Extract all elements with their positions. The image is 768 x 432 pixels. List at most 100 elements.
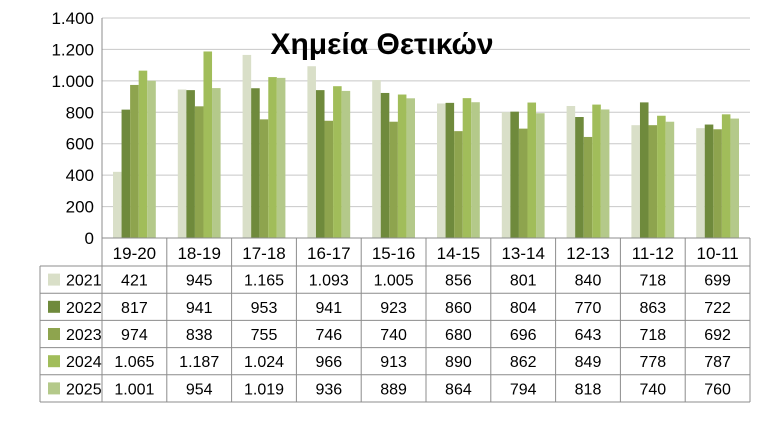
bar-2021-15-16 <box>372 80 381 238</box>
bar-2023-13-14 <box>518 128 528 238</box>
bar-2022-17-18 <box>251 88 260 238</box>
legend-label: 2022 <box>66 300 102 317</box>
data-label: 755 <box>251 327 278 344</box>
bar-2021-19-20 <box>113 171 122 238</box>
data-label: 974 <box>121 327 148 344</box>
bar-2021-12-13 <box>566 106 576 238</box>
data-label: 770 <box>575 300 602 317</box>
x-tick-label: 13-14 <box>501 244 544 263</box>
data-label: 817 <box>121 300 148 317</box>
x-tick-label: 12-13 <box>566 244 609 263</box>
bar-2025-14-15 <box>471 102 480 238</box>
bar-2021-13-14 <box>501 112 511 238</box>
bar-2022-11-12 <box>639 102 649 238</box>
data-label: 804 <box>510 300 537 317</box>
bar-2021-18-19 <box>177 89 187 238</box>
legend-label: 2023 <box>66 327 102 344</box>
legend-swatch-2024 <box>48 355 60 368</box>
bar-2024-13-14 <box>527 102 537 239</box>
bar-2023-10-11 <box>713 129 722 238</box>
bar-2022-12-13 <box>575 117 584 238</box>
data-label: 849 <box>575 354 602 371</box>
data-label: 801 <box>510 273 537 290</box>
bar-2024-16-17 <box>333 86 342 238</box>
legend-label: 2024 <box>66 354 102 371</box>
data-label: 746 <box>315 327 342 344</box>
legend-label: 2025 <box>66 381 102 398</box>
y-tick-label: 200 <box>66 198 94 217</box>
data-table: 19-20 18-19 17-18 16-17 15-16 14-15 13-14 12-13… <box>39 237 751 403</box>
data-label: 923 <box>380 300 407 317</box>
y-tick-label: 1.200 <box>51 40 94 59</box>
x-tick-label: 15-16 <box>372 244 415 263</box>
bar-2023-15-16 <box>389 121 398 238</box>
y-axis: 0 200 400 600 800 1.000 1.200 1.400 <box>51 9 103 248</box>
data-label: 1.165 <box>244 273 284 290</box>
bar-2025-16-17 <box>341 90 351 239</box>
data-label: 740 <box>380 327 407 344</box>
bar-2022-16-17 <box>315 90 325 238</box>
data-label: 838 <box>186 327 213 344</box>
data-label: 722 <box>704 300 731 317</box>
bar-2022-10-11 <box>704 124 714 238</box>
data-label: 718 <box>639 273 666 290</box>
legend-swatch-2023 <box>48 328 60 340</box>
y-tick-label: 0 <box>85 229 94 248</box>
data-label: 1.024 <box>244 354 284 371</box>
bar-2024-11-12 <box>657 115 666 238</box>
data-label: 840 <box>575 273 602 290</box>
bar-2024-17-18 <box>268 77 277 238</box>
bar-2021-16-17 <box>307 66 316 238</box>
data-label: 692 <box>704 327 731 344</box>
data-label: 856 <box>445 273 472 290</box>
bar-2024-15-16 <box>397 94 407 239</box>
data-label: 818 <box>575 381 602 398</box>
data-label: 718 <box>639 327 666 344</box>
data-label: 787 <box>704 354 731 371</box>
y-tick-label: 1.000 <box>51 72 94 91</box>
bar-2025-10-11 <box>730 118 739 238</box>
bar-2021-11-12 <box>631 125 640 238</box>
data-label: 945 <box>186 273 213 290</box>
y-tick-label: 400 <box>66 166 94 185</box>
data-label: 954 <box>186 381 213 398</box>
data-label: 680 <box>445 327 472 344</box>
bar-2025-17-18 <box>276 77 286 238</box>
data-label: 740 <box>639 381 666 398</box>
bar-2025-18-19 <box>212 88 221 238</box>
data-label: 864 <box>445 381 472 398</box>
legend-label: 2021 <box>66 273 102 290</box>
legend-swatch-2025 <box>48 382 60 395</box>
data-label: 778 <box>639 354 666 371</box>
x-tick-label: 16-17 <box>307 244 350 263</box>
data-label: 794 <box>510 381 537 398</box>
x-tick-label: 14-15 <box>437 244 480 263</box>
bar-2024-19-20 <box>138 70 148 239</box>
data-label: 699 <box>704 273 731 290</box>
bars <box>113 51 739 239</box>
bar-2024-10-11 <box>721 114 731 238</box>
data-label: 953 <box>251 300 278 317</box>
bar-2023-14-15 <box>454 131 463 238</box>
data-label: 860 <box>445 300 472 317</box>
bar-2025-13-14 <box>536 113 545 238</box>
legend-swatch-2022 <box>48 300 60 313</box>
bar-2023-18-19 <box>194 106 204 238</box>
legend-swatch-2021 <box>48 273 60 286</box>
x-tick-label: 10-11 <box>696 244 738 263</box>
bar-2025-15-16 <box>406 98 415 238</box>
y-tick-label: 1.400 <box>51 9 94 28</box>
y-tick-label: 800 <box>66 103 94 122</box>
bar-2025-12-13 <box>600 109 610 238</box>
chart-title: Χημεία Θετικών <box>270 28 493 61</box>
x-tick-label: 11-12 <box>632 244 674 263</box>
data-label: 1.065 <box>114 354 154 371</box>
data-label: 936 <box>315 381 342 398</box>
data-label: 889 <box>380 381 407 398</box>
y-tick-label: 600 <box>66 135 94 154</box>
bar-2022-18-19 <box>186 90 195 238</box>
bar-2023-19-20 <box>130 84 139 238</box>
bar-2024-12-13 <box>592 104 601 238</box>
bar-2021-17-18 <box>242 54 252 238</box>
